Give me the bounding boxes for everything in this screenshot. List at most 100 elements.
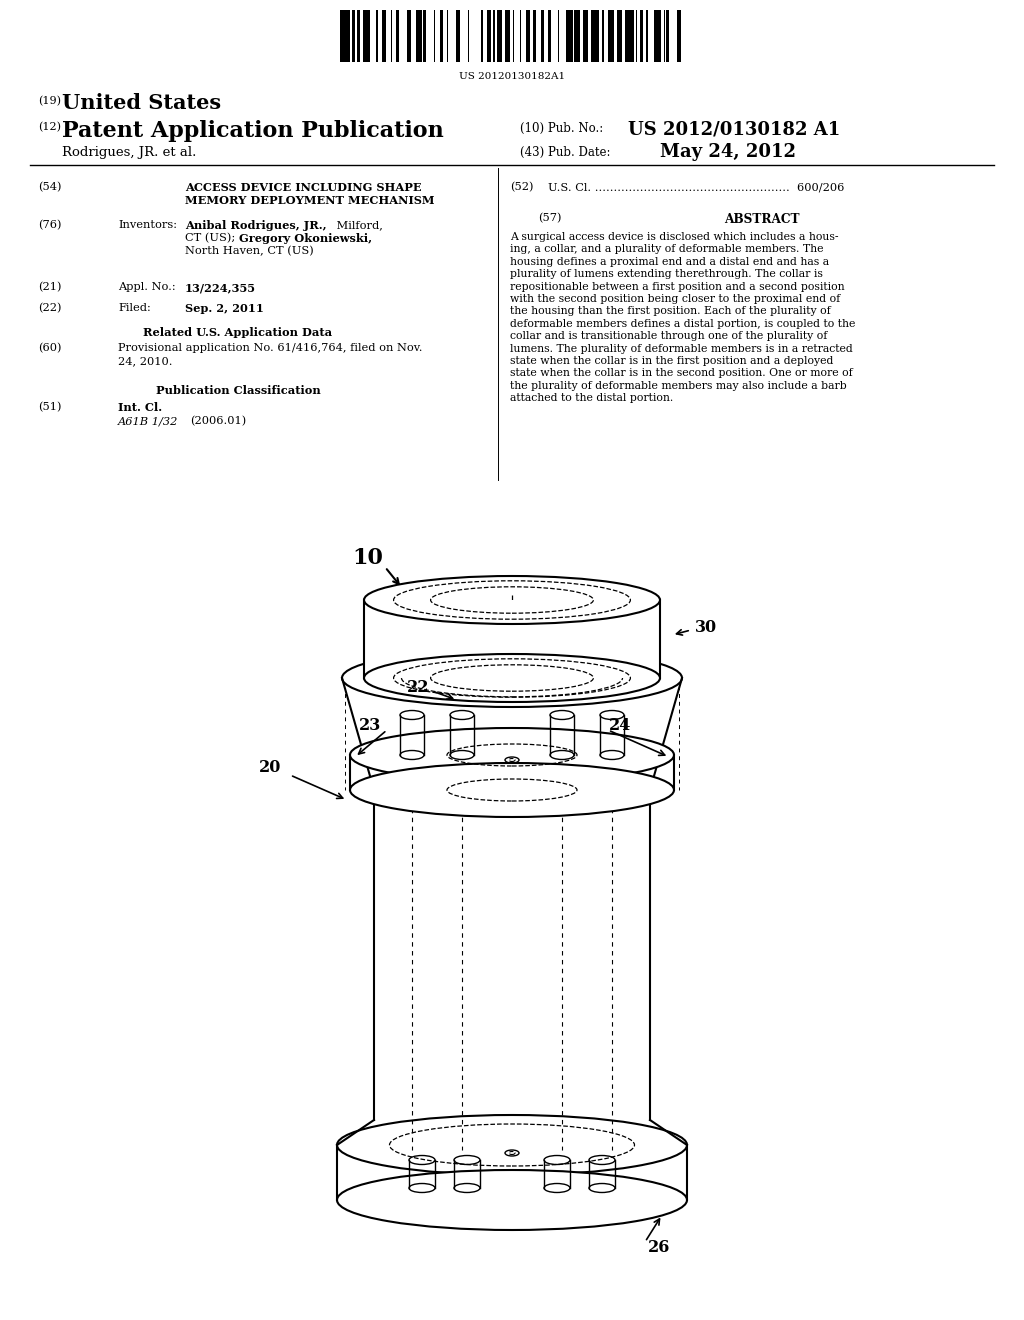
Text: repositionable between a first position and a second position: repositionable between a first position … xyxy=(510,281,845,292)
Text: Publication Classification: Publication Classification xyxy=(156,385,321,396)
Bar xyxy=(481,11,483,62)
Text: ABSTRACT: ABSTRACT xyxy=(724,213,800,226)
Text: 24, 2010.: 24, 2010. xyxy=(118,356,172,366)
Bar xyxy=(654,11,657,62)
Bar xyxy=(340,11,343,62)
Text: A61B 1/32: A61B 1/32 xyxy=(118,416,178,426)
Text: U.S. Cl. ....................................................  600/206: U.S. Cl. ...............................… xyxy=(548,182,845,191)
Text: (51): (51) xyxy=(38,403,61,412)
Ellipse shape xyxy=(350,763,674,817)
Text: plurality of lumens extending therethrough. The collar is: plurality of lumens extending therethrou… xyxy=(510,269,823,280)
Bar xyxy=(534,11,536,62)
Text: (21): (21) xyxy=(38,282,61,292)
Bar xyxy=(583,11,586,62)
Text: deformable members defines a distal portion, is coupled to the: deformable members defines a distal port… xyxy=(510,319,855,329)
Bar xyxy=(658,11,662,62)
Bar xyxy=(499,11,502,62)
Text: (57): (57) xyxy=(538,213,561,223)
Text: United States: United States xyxy=(62,92,221,114)
Bar xyxy=(567,11,570,62)
Text: Inventors:: Inventors: xyxy=(118,220,177,230)
Bar xyxy=(629,11,632,62)
Text: 13/224,355: 13/224,355 xyxy=(185,282,256,293)
Ellipse shape xyxy=(350,729,674,781)
Bar xyxy=(382,11,384,62)
Text: Int. Cl.: Int. Cl. xyxy=(118,403,162,413)
Bar xyxy=(666,11,669,62)
Bar xyxy=(489,11,490,62)
Bar xyxy=(456,11,459,62)
Text: Milford,: Milford, xyxy=(333,220,383,230)
Text: Related U.S. Application Data: Related U.S. Application Data xyxy=(143,327,333,338)
Text: collar and is transitionable through one of the plurality of: collar and is transitionable through one… xyxy=(510,331,827,341)
Text: 24: 24 xyxy=(609,717,631,734)
Bar xyxy=(507,11,510,62)
Bar xyxy=(505,11,507,62)
Text: with the second position being closer to the proximal end of: with the second position being closer to… xyxy=(510,294,841,304)
Bar xyxy=(344,11,347,62)
Text: 30: 30 xyxy=(695,619,717,636)
Bar xyxy=(677,11,679,62)
Ellipse shape xyxy=(337,1115,687,1175)
Text: US 2012/0130182 A1: US 2012/0130182 A1 xyxy=(628,120,841,139)
Text: ACCESS DEVICE INCLUDING SHAPE: ACCESS DEVICE INCLUDING SHAPE xyxy=(185,182,422,193)
Ellipse shape xyxy=(337,1170,687,1230)
Bar xyxy=(679,11,681,62)
Text: US 20120130182A1: US 20120130182A1 xyxy=(459,73,565,81)
Bar xyxy=(409,11,411,62)
Bar xyxy=(595,11,598,62)
Bar xyxy=(609,11,611,62)
Text: MEMORY DEPLOYMENT MECHANISM: MEMORY DEPLOYMENT MECHANISM xyxy=(185,195,434,206)
Bar xyxy=(497,11,499,62)
Text: Filed:: Filed: xyxy=(118,304,151,313)
Bar xyxy=(441,11,443,62)
Text: 22: 22 xyxy=(407,680,429,697)
Polygon shape xyxy=(337,678,687,1144)
Text: 20: 20 xyxy=(259,759,282,776)
Bar xyxy=(611,11,614,62)
Bar xyxy=(419,11,422,62)
Bar xyxy=(376,11,378,62)
Bar xyxy=(586,11,588,62)
Text: North Haven, CT (US): North Haven, CT (US) xyxy=(185,246,313,256)
Text: Rodrigues, JR. et al.: Rodrigues, JR. et al. xyxy=(62,147,197,158)
Text: Patent Application Publication: Patent Application Publication xyxy=(62,120,443,143)
Bar xyxy=(618,11,622,62)
Text: May 24, 2012: May 24, 2012 xyxy=(660,143,796,161)
Bar xyxy=(366,11,369,62)
Text: (43) Pub. Date:: (43) Pub. Date: xyxy=(520,147,610,158)
Text: (76): (76) xyxy=(38,220,61,230)
Bar xyxy=(602,11,604,62)
Text: (54): (54) xyxy=(38,182,61,193)
Text: (60): (60) xyxy=(38,343,61,354)
Text: state when the collar is in the second position. One or more of: state when the collar is in the second p… xyxy=(510,368,853,379)
Text: attached to the distal portion.: attached to the distal portion. xyxy=(510,393,673,403)
Text: housing defines a proximal end and a distal end and has a: housing defines a proximal end and a dis… xyxy=(510,257,829,267)
Text: the plurality of deformable members may also include a barb: the plurality of deformable members may … xyxy=(510,380,847,391)
Text: Sep. 2, 2011: Sep. 2, 2011 xyxy=(185,304,264,314)
Polygon shape xyxy=(364,601,660,678)
Text: lumens. The plurality of deformable members is in a retracted: lumens. The plurality of deformable memb… xyxy=(510,343,853,354)
Text: (10) Pub. No.:: (10) Pub. No.: xyxy=(520,121,603,135)
Bar xyxy=(577,11,580,62)
Bar xyxy=(362,11,366,62)
Text: A surgical access device is disclosed which includes a hous-: A surgical access device is disclosed wh… xyxy=(510,232,839,242)
Bar xyxy=(632,11,634,62)
Text: (2006.01): (2006.01) xyxy=(190,416,246,426)
Bar xyxy=(407,11,409,62)
Text: (52): (52) xyxy=(510,182,534,193)
Polygon shape xyxy=(337,1144,687,1200)
Text: Anibal Rodrigues, JR.,: Anibal Rodrigues, JR., xyxy=(185,220,327,231)
Text: the housing than the first position. Each of the plurality of: the housing than the first position. Eac… xyxy=(510,306,830,317)
Text: (22): (22) xyxy=(38,304,61,313)
Bar xyxy=(352,11,355,62)
Text: (12): (12) xyxy=(38,121,61,132)
Bar xyxy=(357,11,360,62)
Bar xyxy=(548,11,551,62)
Text: Gregory Okoniewski,: Gregory Okoniewski, xyxy=(239,234,372,244)
Bar xyxy=(640,11,643,62)
Bar xyxy=(347,11,350,62)
Text: (19): (19) xyxy=(38,96,61,107)
Text: 23: 23 xyxy=(358,717,381,734)
Text: Appl. No.:: Appl. No.: xyxy=(118,282,176,292)
